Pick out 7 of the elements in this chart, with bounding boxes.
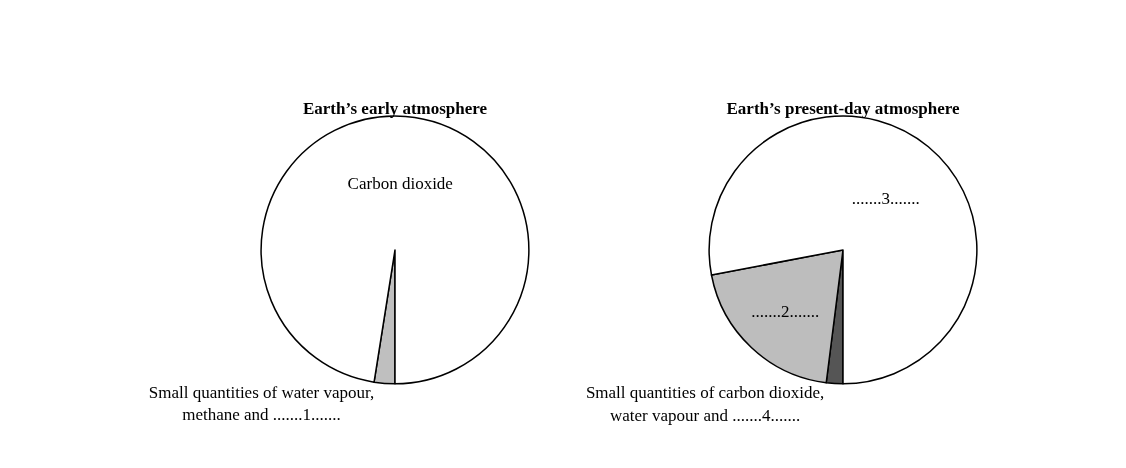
- chart-title: Earth’s present-day atmosphere: [726, 99, 960, 119]
- chart-title: Earth’s early atmosphere: [302, 99, 488, 119]
- slice-label: .......2.......: [751, 301, 820, 321]
- slice-label: Small quantities of water vapour, methane and .......1.......: [148, 383, 375, 425]
- slice-label: Small quantities of carbon dioxide, water vapour and .......4.......: [585, 383, 825, 425]
- slice-label: Carbon dioxide: [347, 173, 453, 193]
- slice-label: .......3.......: [851, 188, 920, 208]
